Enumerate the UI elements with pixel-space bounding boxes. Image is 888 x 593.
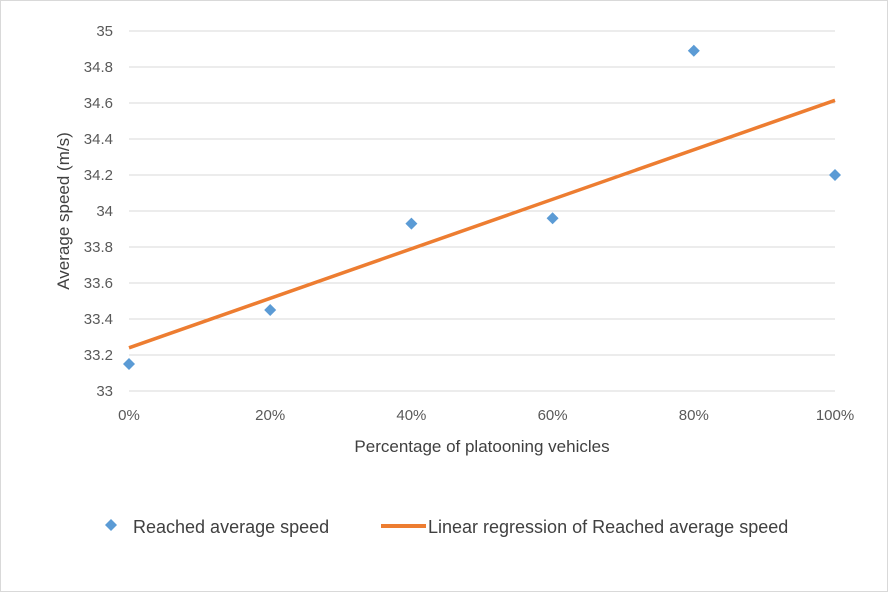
data-point: [405, 217, 418, 230]
x-tick-label: 60%: [538, 407, 568, 424]
y-axis-title: Average speed (m/s): [54, 132, 73, 289]
y-tick-label: 33: [96, 383, 113, 400]
data-point: [123, 358, 135, 370]
data-point: [687, 44, 700, 57]
x-tick-label: 40%: [396, 407, 426, 424]
y-tick-label: 33.6: [84, 275, 113, 292]
y-tick-label: 33.4: [84, 311, 113, 328]
legend-marker-reached-average-speed: [105, 519, 117, 531]
x-tick-label: 100%: [816, 407, 854, 424]
y-tick-label: 34.2: [84, 167, 113, 184]
x-tick-label: 80%: [679, 407, 709, 424]
data-point: [264, 304, 277, 316]
x-axis-tick-labels: 0% 20% 40% 60% 80% 100%: [118, 407, 854, 424]
y-axis-tick-labels: 33 33.2 33.4 33.6 33.8 34 34.2 34.4 34.6 34.8 35: [84, 23, 113, 400]
y-tick-label: 34.6: [84, 95, 113, 112]
y-tick-label: 33.8: [84, 239, 113, 256]
y-tick-label: 34: [96, 203, 113, 220]
x-tick-label: 20%: [255, 407, 285, 424]
y-tick-label: 34.4: [84, 131, 113, 148]
series-layer: [123, 44, 841, 370]
x-axis-title: Percentage of platooning vehicles: [354, 437, 609, 456]
legend: Reached average speed Linear regression …: [105, 517, 788, 537]
x-tick-label: 0%: [118, 407, 140, 424]
data-point: [546, 212, 559, 225]
regression-line: [128, 98, 836, 350]
legend-label-linear-regression: Linear regression of Reached average spe…: [428, 517, 788, 537]
gridlines: [129, 30, 835, 392]
legend-label-reached-average-speed: Reached average speed: [133, 517, 329, 537]
y-tick-label: 34.8: [84, 59, 113, 76]
data-point: [829, 169, 841, 181]
y-tick-label: 35: [96, 23, 113, 40]
y-tick-label: 33.2: [84, 347, 113, 364]
